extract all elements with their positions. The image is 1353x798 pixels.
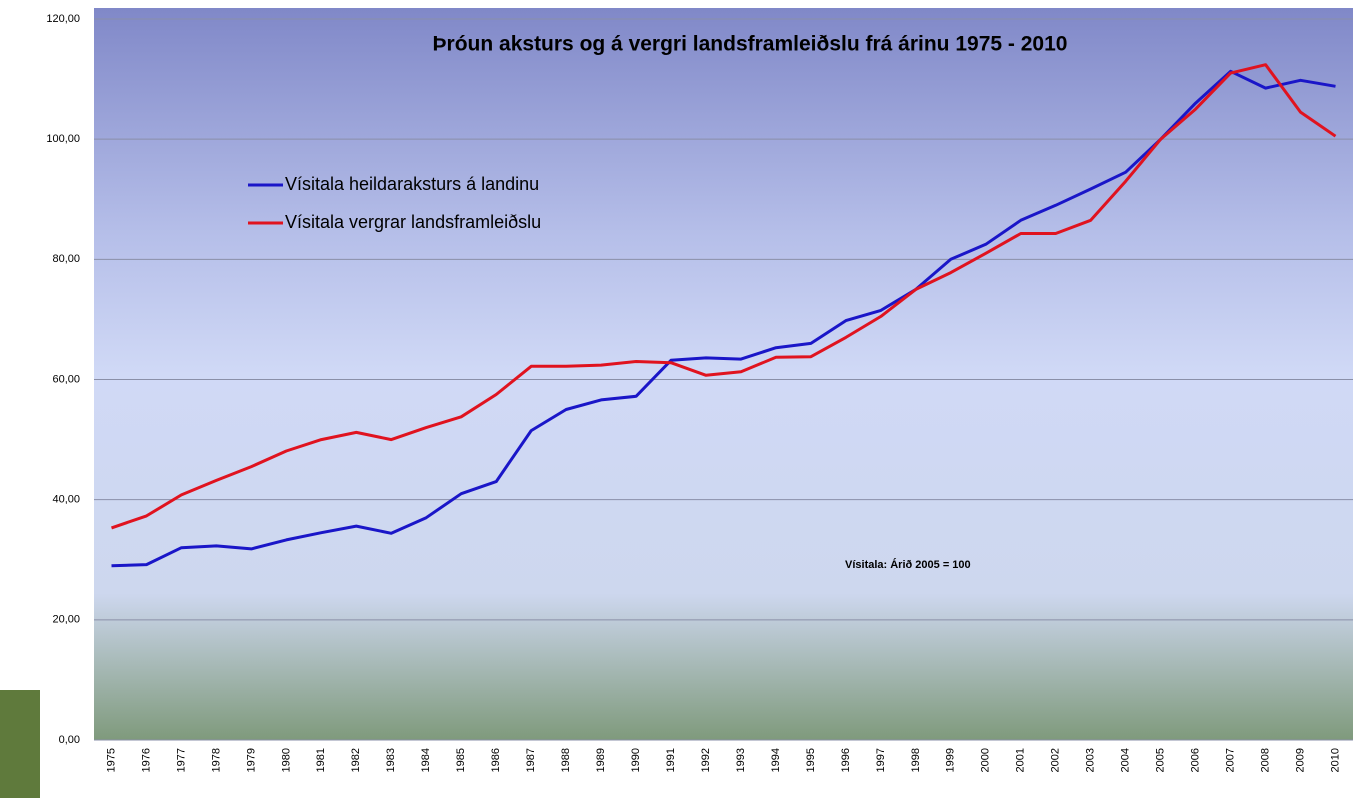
y-tick-label: 60,00 xyxy=(52,373,80,385)
x-tick-label: 2003 xyxy=(1085,748,1097,772)
annotation: Vísitala: Árið 2005 = 100 xyxy=(845,558,971,571)
y-tick-label: 120,00 xyxy=(46,13,80,25)
x-tick-label: 1979 xyxy=(245,748,257,772)
y-tick-label: 80,00 xyxy=(52,253,80,265)
chart: Þróun aksturs og á vergri landsframleiðs… xyxy=(0,0,1353,798)
x-tick-label: 1984 xyxy=(420,748,432,772)
legend-label: Vísitala vergrar landsframleiðslu xyxy=(285,212,541,232)
x-tick-label: 1994 xyxy=(770,748,782,772)
x-tick-label: 1998 xyxy=(910,748,922,772)
x-tick-label: 1989 xyxy=(595,748,607,772)
x-tick-label: 2008 xyxy=(1259,748,1271,772)
legend-label: Vísitala heildaraksturs á landinu xyxy=(285,174,539,194)
x-tick-label: 1995 xyxy=(805,748,817,772)
x-tick-label: 2007 xyxy=(1225,748,1237,772)
x-tick-label: 1985 xyxy=(455,748,467,772)
x-tick-label: 1977 xyxy=(175,748,187,772)
x-tick-label: 2000 xyxy=(980,748,992,772)
y-tick-label: 100,00 xyxy=(46,133,80,145)
x-tick-label: 1988 xyxy=(560,748,572,772)
x-tick-label: 2002 xyxy=(1050,748,1062,772)
x-tick-label: 1999 xyxy=(945,748,957,772)
y-tick-label: 40,00 xyxy=(52,494,80,506)
x-tick-label: 1980 xyxy=(280,748,292,772)
y-tick-label: 0,00 xyxy=(59,734,80,746)
x-tick-label: 2001 xyxy=(1015,748,1027,772)
x-tick-label: 2009 xyxy=(1294,748,1306,772)
x-tick-label: 1991 xyxy=(665,748,677,772)
y-tick-label: 20,00 xyxy=(52,614,80,626)
x-tick-label: 1987 xyxy=(525,748,537,772)
x-tick-label: 1975 xyxy=(105,748,117,772)
x-tick-label: 1981 xyxy=(315,748,327,772)
x-tick-label: 1996 xyxy=(840,748,852,772)
x-tick-label: 2004 xyxy=(1120,748,1132,772)
x-tick-label: 1986 xyxy=(490,748,502,772)
chart-title: Þróun aksturs og á vergri landsframleiðs… xyxy=(433,33,1068,56)
x-tick-label: 1982 xyxy=(350,748,362,772)
photo-fragment xyxy=(0,690,40,798)
x-tick-label: 2005 xyxy=(1155,748,1167,772)
x-tick-label: 2006 xyxy=(1190,748,1202,772)
x-tick-label: 1997 xyxy=(875,748,887,772)
x-tick-label: 1990 xyxy=(630,748,642,772)
x-tick-label: 1993 xyxy=(735,748,747,772)
x-tick-label: 2010 xyxy=(1329,748,1341,772)
x-tick-label: 1983 xyxy=(385,748,397,772)
x-tick-label: 1976 xyxy=(140,748,152,772)
x-tick-label: 1978 xyxy=(210,748,222,772)
x-tick-label: 1992 xyxy=(700,748,712,772)
